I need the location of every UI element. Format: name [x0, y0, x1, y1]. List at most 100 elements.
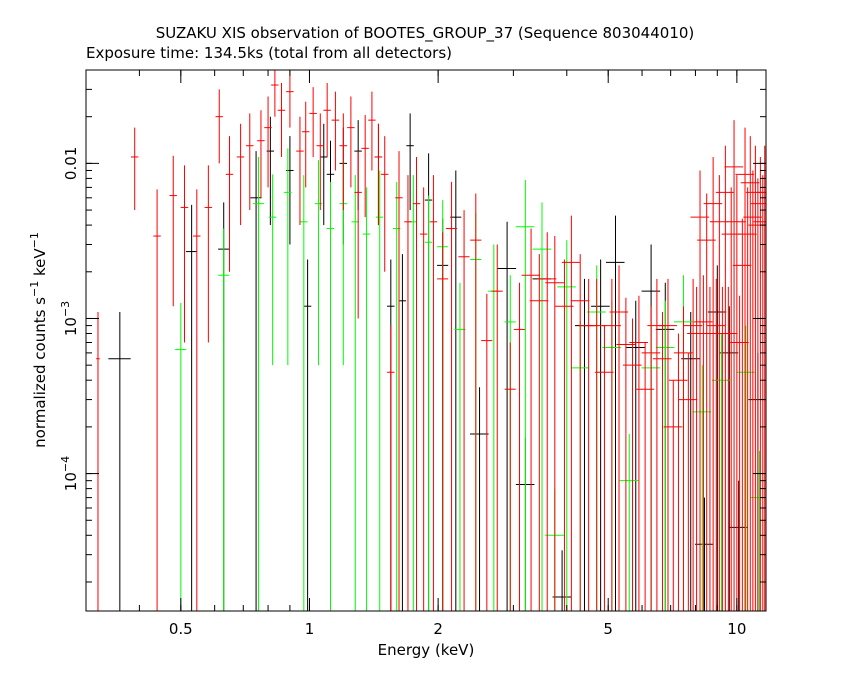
data-point — [347, 96, 355, 188]
data-point — [678, 352, 698, 611]
chart-title: SUZAKU XIS observation of BOOTES_GROUP_3… — [156, 24, 695, 43]
data-point — [437, 232, 449, 611]
x-tick-label: 2 — [433, 620, 443, 638]
data-point — [497, 221, 517, 611]
data-point — [326, 181, 335, 611]
data-point — [130, 127, 139, 211]
data-point — [609, 265, 629, 611]
data-point — [532, 202, 552, 611]
y-axis-label-exp1: −1 — [28, 281, 41, 297]
data-point — [284, 148, 292, 366]
data-point — [424, 195, 433, 611]
y-axis-label: normalized counts s−1 keV−1 — [28, 232, 49, 448]
data-point — [537, 232, 557, 611]
plot-frame — [85, 69, 767, 612]
data-point — [694, 497, 714, 611]
data-point — [570, 254, 590, 611]
data-point — [757, 145, 766, 611]
x-axis-label: Energy (keV) — [378, 641, 475, 659]
data-point — [193, 189, 201, 611]
data-point — [445, 181, 458, 611]
data-point — [626, 300, 645, 611]
data-point — [412, 156, 421, 611]
axis-ticks: 0.5 1 2 5 10 10−4 10−3 0.01 — [59, 69, 766, 638]
data-point — [529, 254, 549, 611]
data-point — [398, 254, 407, 611]
data-point — [740, 136, 760, 611]
data-point — [268, 174, 277, 366]
data-point — [673, 306, 693, 611]
data-point — [404, 175, 412, 611]
data-point — [743, 170, 762, 611]
data-point — [458, 210, 470, 611]
data-point — [552, 550, 572, 611]
data-point — [180, 165, 189, 343]
series-2 — [96, 70, 766, 611]
data-point — [690, 170, 710, 611]
data-point — [515, 180, 535, 611]
data-point — [387, 325, 395, 611]
data-point — [470, 387, 489, 611]
data-point — [521, 228, 541, 611]
data-point — [320, 123, 328, 226]
data-point — [616, 297, 635, 611]
data-point — [257, 110, 265, 198]
data-point — [323, 82, 331, 157]
chart-subtitle: Exposure time: 134.5ks (total from all d… — [86, 44, 452, 62]
x-tick-label: 1 — [305, 620, 315, 638]
data-point — [655, 300, 675, 611]
data-point — [236, 123, 245, 226]
data-point — [663, 380, 683, 611]
x-tick-label: 10 — [727, 620, 746, 638]
data-point — [374, 123, 383, 226]
data-point — [545, 236, 564, 611]
data-point — [362, 187, 371, 611]
data-point — [300, 175, 308, 611]
data-point — [753, 175, 766, 611]
data-point — [504, 342, 516, 611]
data-point — [491, 244, 503, 611]
data-point — [750, 156, 766, 611]
data-point — [561, 215, 581, 611]
data-point — [301, 101, 310, 188]
data-point — [707, 265, 727, 611]
data-point — [738, 187, 757, 611]
y-axis-label-exp2: −1 — [28, 232, 41, 248]
data-point — [735, 127, 755, 611]
data-point — [557, 240, 576, 611]
data-point — [153, 189, 161, 611]
x-tick-label: 0.5 — [169, 620, 193, 638]
plot-area — [96, 70, 766, 611]
data-point — [429, 175, 438, 611]
data-point — [692, 365, 712, 611]
y-tick-label: 0.01 — [62, 147, 80, 180]
data-point — [668, 333, 688, 611]
data-point — [658, 278, 678, 611]
y-tick-label: 10−3 — [59, 301, 80, 336]
x-tick-label: 5 — [603, 620, 613, 638]
data-point — [380, 136, 389, 272]
data-point — [215, 89, 223, 164]
data-point — [314, 160, 323, 366]
data-point — [481, 293, 493, 611]
data-point — [683, 278, 703, 611]
data-point — [395, 151, 403, 611]
data-point — [218, 228, 230, 611]
data-point — [339, 113, 347, 211]
data-point — [185, 204, 198, 611]
data-point — [108, 312, 131, 611]
data-point — [331, 91, 340, 171]
data-point — [277, 82, 286, 157]
data-point — [246, 113, 254, 211]
data-layer — [96, 70, 766, 611]
data-point — [361, 115, 369, 218]
data-point — [730, 295, 749, 611]
data-point — [316, 113, 324, 211]
data-point — [653, 312, 672, 611]
data-point — [732, 218, 752, 611]
data-point — [711, 333, 731, 611]
y-axis-label-base: normalized counts s — [31, 297, 49, 448]
data-point — [368, 91, 376, 171]
data-point — [693, 275, 713, 611]
